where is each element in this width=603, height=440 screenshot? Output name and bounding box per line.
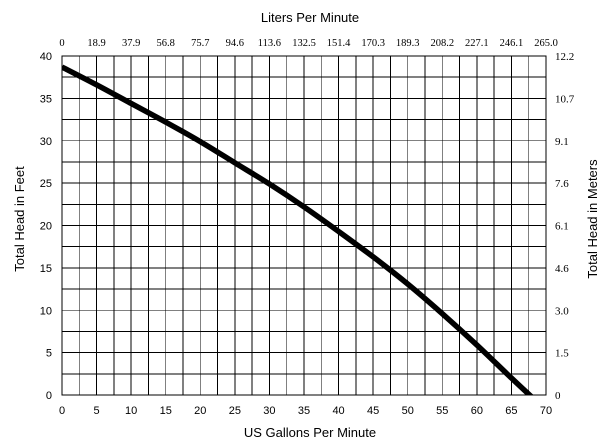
y-axis-ticks: 0 5 10 15 20 25 30 35 40 xyxy=(40,51,52,402)
y-tick-label: 25 xyxy=(40,178,52,190)
top-tick-label: 94.6 xyxy=(226,38,244,49)
top-tick-label: 113.6 xyxy=(258,38,281,49)
pump-curve-line xyxy=(62,64,534,395)
top-tick-label: 208.2 xyxy=(430,38,454,49)
right-tick-label: 12.2 xyxy=(555,51,574,63)
top-axis-title: Liters Per Minute xyxy=(261,10,359,25)
x-tick-label: 60 xyxy=(471,405,483,417)
x-axis-ticks: 0 5 10 15 20 25 30 35 40 45 50 55 60 65 70 xyxy=(59,405,552,417)
right-tick-label: 3.0 xyxy=(555,305,569,317)
y-axis-title: Total Head in Feet xyxy=(12,166,27,272)
x-tick-label: 70 xyxy=(540,405,552,417)
x-tick-label: 15 xyxy=(160,405,172,417)
top-tick-label: 37.9 xyxy=(122,38,140,49)
top-tick-label: 189.3 xyxy=(396,38,420,49)
plot-frame xyxy=(61,55,547,396)
top-tick-label: 0 xyxy=(59,38,64,49)
top-tick-label: 246.1 xyxy=(500,38,524,49)
y-tick-label: 35 xyxy=(40,93,52,105)
right-axis-ticks: 0 1.5 3.0 4.6 6.1 7.6 9.1 10.7 12.2 xyxy=(555,51,575,402)
x-tick-label: 25 xyxy=(229,405,241,417)
x-tick-label: 45 xyxy=(367,405,379,417)
top-tick-label: 18.9 xyxy=(87,38,105,49)
x-tick-label: 5 xyxy=(94,405,100,417)
right-tick-label: 10.7 xyxy=(555,93,575,105)
y-tick-label: 5 xyxy=(46,348,52,360)
x-tick-label: 35 xyxy=(298,405,310,417)
top-tick-label: 56.8 xyxy=(157,38,175,49)
top-tick-label: 265.0 xyxy=(534,38,558,49)
x-axis-title: US Gallons Per Minute xyxy=(244,425,376,440)
x-tick-label: 55 xyxy=(436,405,448,417)
x-tick-label: 40 xyxy=(332,405,344,417)
y-tick-label: 0 xyxy=(46,390,52,402)
y-tick-label: 10 xyxy=(40,305,52,317)
x-tick-label: 30 xyxy=(263,405,275,417)
right-tick-label: 6.1 xyxy=(555,221,569,233)
right-tick-label: 9.1 xyxy=(555,136,569,148)
top-tick-label: 132.5 xyxy=(292,38,316,49)
right-tick-label: 7.6 xyxy=(555,178,569,190)
series-layer xyxy=(62,64,534,395)
top-axis-ticks: 0 18.9 37.9 56.8 75.7 94.6 113.6 132.5 151.4 170.… xyxy=(59,38,557,49)
right-tick-label: 0 xyxy=(555,390,561,402)
top-tick-label: 170.3 xyxy=(361,38,385,49)
y-tick-label: 20 xyxy=(40,221,52,233)
top-tick-label: 75.7 xyxy=(191,38,209,49)
x-tick-label: 50 xyxy=(402,405,414,417)
y-tick-label: 40 xyxy=(40,51,52,63)
x-tick-label: 10 xyxy=(125,405,137,417)
right-axis-title: Total Head in Meters xyxy=(585,159,600,279)
y-tick-label: 30 xyxy=(40,136,52,148)
x-tick-label: 0 xyxy=(59,405,65,417)
right-tick-label: 4.6 xyxy=(555,263,569,275)
x-tick-label: 20 xyxy=(194,405,206,417)
top-tick-label: 151.4 xyxy=(327,38,351,49)
y-tick-label: 15 xyxy=(40,263,52,275)
top-tick-label: 227.1 xyxy=(465,38,489,49)
right-tick-label: 1.5 xyxy=(555,348,569,360)
x-tick-label: 65 xyxy=(505,405,517,417)
